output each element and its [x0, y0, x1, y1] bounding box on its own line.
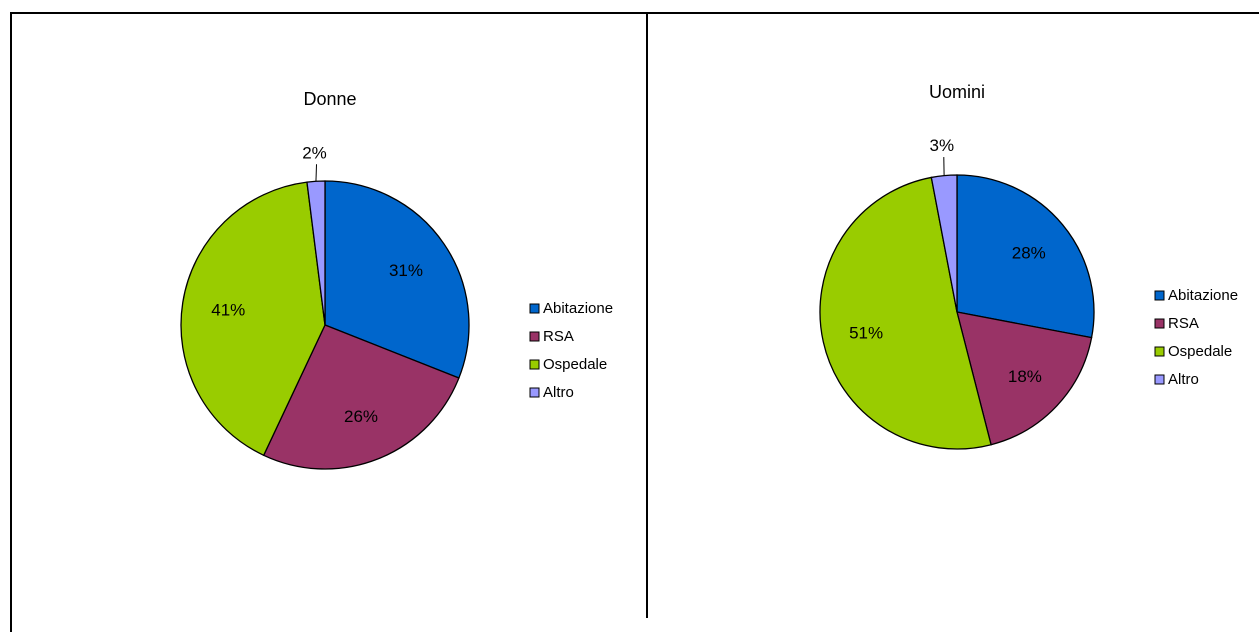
chart-title: Donne — [303, 89, 356, 109]
legend-swatch — [1155, 347, 1164, 356]
pie-slices — [181, 181, 469, 469]
legend-label: Ospedale — [543, 356, 607, 373]
pie-slices — [820, 175, 1094, 449]
data-label: 41% — [211, 301, 245, 320]
data-label: 2% — [302, 143, 327, 162]
data-label: 51% — [849, 323, 883, 342]
data-label: 26% — [344, 407, 378, 426]
label-leader-line — [316, 164, 317, 181]
pie-chart-donne: Donne 31%26%41%2% AbitazioneRSAOspedaleA… — [181, 89, 613, 469]
legend-label: RSA — [543, 328, 574, 345]
data-label: 3% — [929, 136, 954, 155]
legend-label: Abitazione — [1168, 287, 1238, 304]
data-label: 18% — [1008, 367, 1042, 386]
data-label: 28% — [1012, 244, 1046, 263]
legend-swatch — [530, 332, 539, 341]
legend: Abitazione RSA Ospedale Altro — [530, 300, 613, 401]
legend-swatch — [1155, 319, 1164, 328]
legend-label: Ospedale — [1168, 343, 1232, 360]
charts-canvas: Donne 31%26%41%2% AbitazioneRSAOspedaleA… — [0, 0, 1260, 618]
legend-label: Altro — [543, 384, 574, 401]
legend-swatch — [530, 388, 539, 397]
legend-label: RSA — [1168, 315, 1199, 332]
legend: Abitazione RSA Ospedale Altro — [1155, 287, 1238, 388]
legend-swatch — [530, 360, 539, 369]
pie-chart-uomini: Uomini 28% 18% 51% 3% Abitazione RSA Ospedale… — [820, 82, 1238, 449]
legend-label: Altro — [1168, 371, 1199, 388]
legend-swatch — [1155, 291, 1164, 300]
legend-swatch — [1155, 375, 1164, 384]
legend-label: Abitazione — [543, 300, 613, 317]
data-label: 31% — [389, 261, 423, 280]
legend-swatch — [530, 304, 539, 313]
chart-title: Uomini — [929, 82, 985, 102]
